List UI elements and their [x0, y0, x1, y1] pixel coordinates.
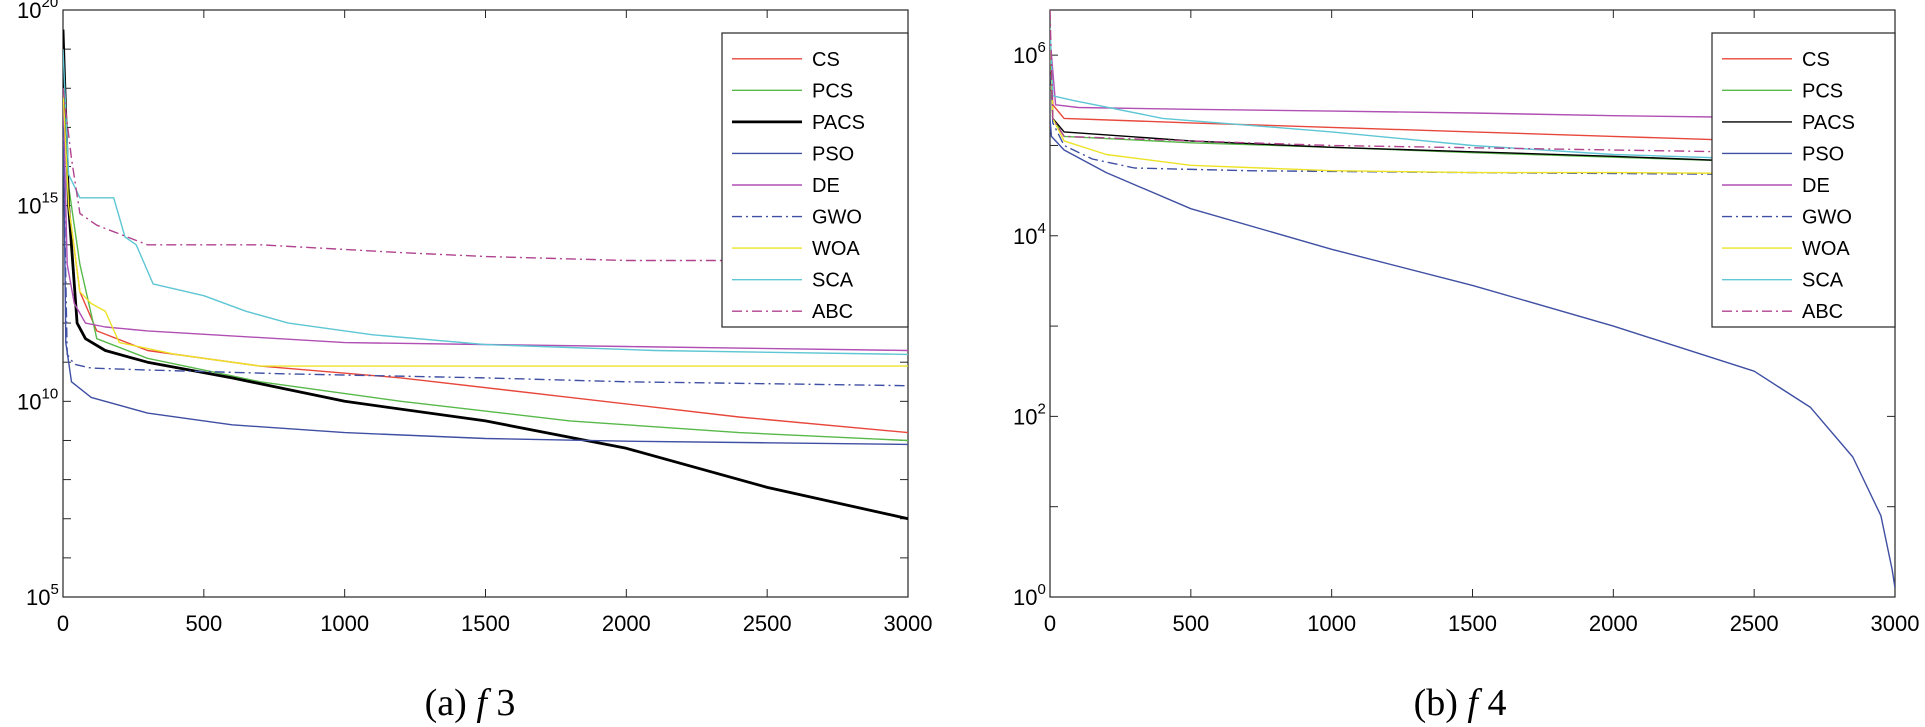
x-tick-label: 1500: [461, 611, 510, 636]
legend-label-sca: SCA: [812, 270, 854, 292]
x-tick-label: 1000: [320, 611, 369, 636]
legend-label-cs: CS: [1802, 49, 1830, 71]
y-tick-label: 104: [1013, 220, 1046, 249]
legend-label-cs: CS: [812, 49, 840, 71]
series-line-pacs: [1050, 37, 1895, 178]
series-line-gwo: [1050, 55, 1895, 178]
chart-caption: (a) f 3: [425, 682, 516, 724]
y-tick-label: 1020: [17, 0, 58, 23]
y-tick-label: 102: [1013, 400, 1046, 429]
legend-box: [1711, 32, 1896, 328]
series-line-gwo: [63, 127, 908, 387]
x-tick-label: 500: [1172, 611, 1209, 636]
legend-label-de: DE: [1802, 175, 1830, 197]
legend: CS PCS PACS PSO DE GWO WOA SCA ABC: [721, 32, 909, 328]
y-tick-label: 100: [1013, 581, 1046, 610]
series-line-woa: [1050, 28, 1895, 175]
x-tick-label: 3000: [884, 611, 933, 636]
legend-label-woa: WOA: [1802, 238, 1850, 260]
series-line-pacs: [63, 29, 908, 521]
legend-label-pacs: PACS: [812, 112, 865, 134]
series-line-pso: [63, 88, 908, 446]
legend-label-sca: SCA: [1802, 270, 1844, 292]
legend: CS PCS PACS PSO DE GWO WOA SCA ABC: [1711, 32, 1896, 328]
x-tick-label: 2500: [1730, 611, 1779, 636]
y-tick-label: 1015: [17, 190, 58, 219]
chart-caption: (b) f 4: [1414, 682, 1507, 724]
series-line-pcs: [63, 49, 908, 442]
legend-label-pso: PSO: [1802, 143, 1844, 165]
series-group: [1050, 10, 1895, 589]
legend-label-pcs: PCS: [1802, 80, 1843, 102]
x-tick-label: 0: [1044, 611, 1056, 636]
x-tick-label: 2000: [1589, 611, 1638, 636]
x-tick-label: 1000: [1307, 611, 1356, 636]
series-group: [63, 29, 908, 521]
y-tick-label: 106: [1013, 39, 1046, 68]
legend-label-abc: ABC: [812, 301, 853, 323]
legend-label-pacs: PACS: [1802, 112, 1855, 134]
x-tick-label: 1500: [1448, 611, 1497, 636]
series-line-cs: [1050, 37, 1895, 147]
legend-box: [721, 32, 909, 328]
legend-label-gwo: GWO: [1802, 207, 1852, 229]
series-line-de: [1050, 37, 1895, 121]
chart-panel-1: 106 104 102 1000 500 1000 1500 2000 2500 3000 CS PC…: [1013, 9, 1920, 724]
y-tick-label: 1010: [17, 385, 58, 414]
legend-label-woa: WOA: [812, 238, 860, 260]
series-line-sca: [63, 49, 908, 356]
series-line-de: [63, 88, 908, 352]
series-line-abc: [63, 88, 908, 262]
legend-label-de: DE: [812, 175, 840, 197]
x-tick-label: 500: [185, 611, 222, 636]
legend-label-pso: PSO: [812, 143, 854, 165]
legend-label-abc: ABC: [1802, 301, 1843, 323]
series-line-pso: [1050, 118, 1895, 589]
series-line-abc: [1050, 10, 1895, 156]
series-line-sca: [1050, 28, 1895, 165]
y-tick-label: 105: [26, 581, 59, 610]
legend-label-gwo: GWO: [812, 207, 862, 229]
x-tick-label: 2500: [743, 611, 792, 636]
x-tick-label: 2000: [602, 611, 651, 636]
legend-label-pcs: PCS: [812, 80, 853, 102]
series-line-woa: [63, 88, 908, 367]
x-tick-label: 3000: [1871, 611, 1920, 636]
x-tick-label: 0: [57, 611, 69, 636]
